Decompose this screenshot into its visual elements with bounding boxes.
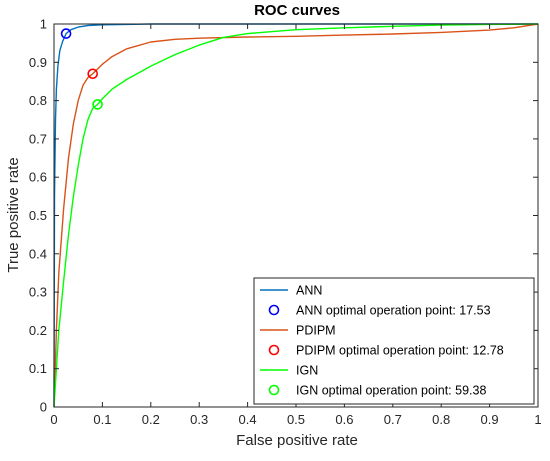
y-tick-label: 1 [40, 17, 47, 32]
x-tick-label: 0.3 [190, 412, 208, 427]
legend-marker-swatch [268, 304, 280, 316]
x-tick-label: 0.8 [432, 412, 450, 427]
optimal-point-marker [87, 68, 99, 80]
x-tick-label: 0.7 [384, 412, 402, 427]
legend-label: IGN optimal operation point: 59.38 [296, 384, 486, 398]
x-tick-label: 0 [50, 412, 57, 427]
x-tick-label: 0.2 [142, 412, 160, 427]
y-tick-label: 0.4 [29, 246, 47, 261]
legend: ANN ANN optimal operation point: 17.53 PDI… [253, 277, 535, 405]
y-tick-label: 0.9 [29, 55, 47, 70]
legend-label: IGN [296, 364, 318, 378]
y-tick-label: 0.3 [29, 285, 47, 300]
x-tick-label: 0.1 [93, 412, 111, 427]
optimal-point-marker [60, 28, 72, 39]
x-tick-label: 0.6 [335, 412, 353, 427]
y-tick-label: 0.2 [29, 323, 47, 338]
legend-label: PDIPM optimal operation point: 12.78 [296, 344, 504, 358]
legend-label: PDIPM [296, 324, 336, 338]
y-tick-label: 0.7 [29, 131, 47, 146]
x-tick-label: 0.9 [481, 412, 499, 427]
y-tick-label: 0.1 [29, 361, 47, 376]
legend-label: ANN optimal operation point: 17.53 [296, 304, 491, 318]
legend-marker-swatch [268, 344, 280, 356]
axes-layer: 0 0.1 0.2 0.3 0.4 0.5 0.6 0.7 0.8 0.9 1 0 0.1 0.2 0.3 0… [29, 17, 542, 428]
x-axis-label: False positive rate [236, 432, 358, 449]
series-line-pdipm [53, 23, 539, 408]
y-tick-label: 0.5 [29, 208, 47, 223]
x-tick-label: 0.5 [287, 412, 305, 427]
legend-box [253, 277, 535, 405]
y-tick-label: 0.6 [29, 170, 47, 185]
chart-title: ROC curves [254, 2, 340, 19]
x-tick-label: 1 [534, 412, 541, 427]
legend-marker-swatch [268, 384, 280, 396]
y-tick-label: 0 [40, 400, 47, 415]
optimal-point-marker [92, 99, 103, 110]
x-tick-label: 0.4 [239, 412, 257, 427]
legend-label: ANN [296, 284, 322, 298]
y-tick-label: 0.8 [29, 93, 47, 108]
y-axis-label: True positive rate [5, 157, 22, 272]
